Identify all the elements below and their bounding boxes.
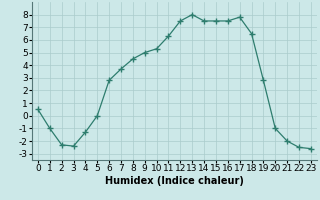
X-axis label: Humidex (Indice chaleur): Humidex (Indice chaleur)	[105, 176, 244, 186]
